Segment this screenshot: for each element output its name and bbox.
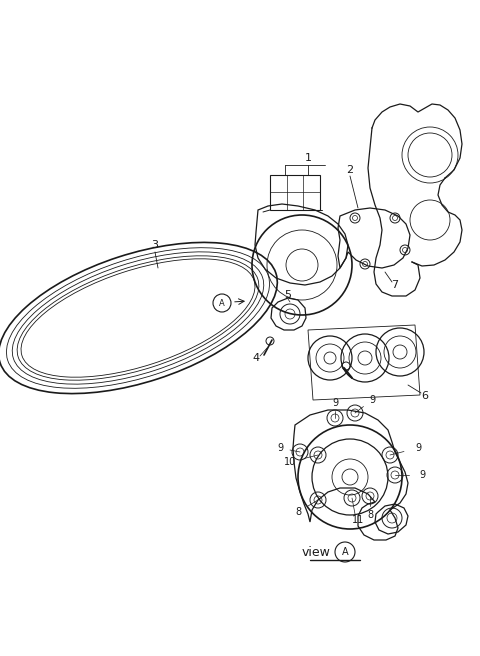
Text: 10: 10 — [284, 457, 296, 467]
Text: 4: 4 — [252, 353, 260, 363]
Text: 9: 9 — [415, 443, 421, 453]
Text: view: view — [301, 546, 330, 558]
Text: 6: 6 — [421, 391, 429, 401]
Text: 8: 8 — [367, 510, 373, 520]
Text: A: A — [342, 547, 348, 557]
Text: 9: 9 — [277, 443, 283, 453]
Text: 3: 3 — [152, 240, 158, 250]
Text: 8: 8 — [295, 507, 301, 517]
Text: A: A — [219, 298, 225, 308]
Text: 2: 2 — [347, 165, 354, 175]
Text: 9: 9 — [419, 470, 425, 480]
Text: 9: 9 — [369, 395, 375, 405]
Text: 11: 11 — [352, 515, 364, 525]
Text: 7: 7 — [391, 280, 398, 290]
Text: 1: 1 — [304, 153, 312, 163]
Text: 9: 9 — [332, 398, 338, 408]
Text: 5: 5 — [285, 290, 291, 300]
Bar — [270, 175, 320, 210]
